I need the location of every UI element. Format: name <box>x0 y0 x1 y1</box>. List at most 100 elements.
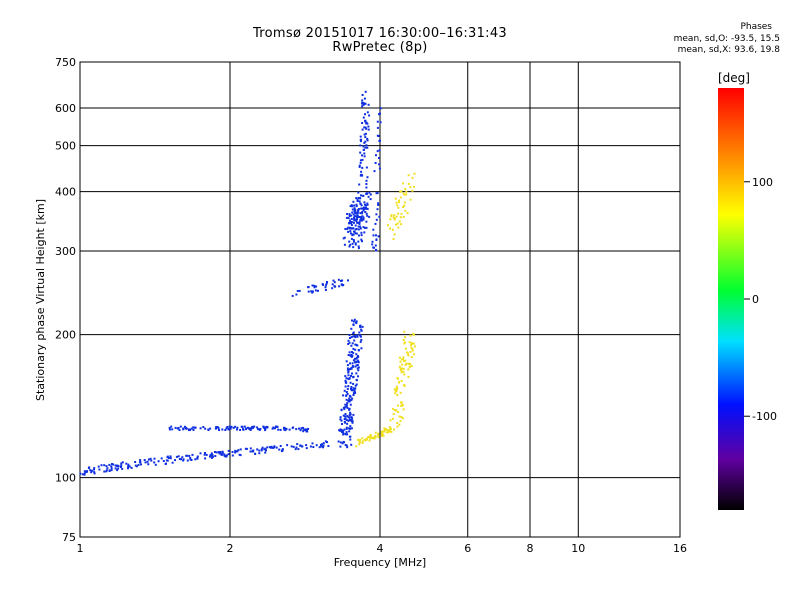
data-point <box>395 409 398 412</box>
data-point <box>190 427 193 430</box>
data-point <box>265 449 267 452</box>
data-point <box>342 406 345 409</box>
data-point <box>344 403 347 406</box>
data-point <box>105 465 108 468</box>
data-point <box>366 139 369 142</box>
data-point <box>249 429 252 431</box>
data-point <box>352 331 355 334</box>
data-point <box>150 459 153 462</box>
data-point <box>398 415 401 418</box>
data-point <box>396 377 399 380</box>
data-point <box>400 369 403 372</box>
data-point <box>399 420 402 423</box>
data-point <box>313 286 316 289</box>
data-point <box>351 319 353 322</box>
data-point <box>345 431 348 434</box>
data-point <box>349 362 351 365</box>
data-point <box>349 368 351 371</box>
data-point <box>364 113 366 116</box>
data-point <box>361 212 364 215</box>
data-point <box>281 448 284 451</box>
data-point <box>350 389 353 392</box>
data-point <box>402 206 405 208</box>
data-point <box>351 208 354 211</box>
data-point <box>347 416 350 419</box>
data-point <box>358 165 361 168</box>
data-point <box>219 451 222 453</box>
data-point <box>395 215 398 218</box>
data-point <box>320 443 322 446</box>
data-point <box>352 387 355 390</box>
data-point <box>174 426 177 429</box>
data-point <box>348 430 351 433</box>
data-point <box>360 204 363 207</box>
data-point <box>146 460 149 463</box>
data-point <box>377 436 380 438</box>
data-point <box>393 388 396 391</box>
data-point <box>345 394 348 397</box>
data-point <box>365 144 368 147</box>
data-point <box>353 357 356 360</box>
data-point <box>138 461 141 464</box>
data-point <box>350 222 352 225</box>
data-point <box>196 457 199 460</box>
data-point <box>264 428 267 431</box>
data-point <box>296 290 299 292</box>
data-point <box>361 207 364 210</box>
data-point <box>402 408 405 411</box>
data-point <box>387 224 389 227</box>
data-point <box>356 355 359 357</box>
data-point <box>232 426 235 429</box>
data-point <box>312 446 315 448</box>
data-point <box>365 122 368 125</box>
data-point <box>361 128 364 131</box>
data-point <box>372 228 375 231</box>
data-point <box>392 216 395 219</box>
data-point <box>353 230 355 233</box>
data-point <box>322 442 325 445</box>
data-point <box>396 204 399 207</box>
chart-subtitle: RwPretec (8p) <box>332 40 428 55</box>
data-point <box>350 388 352 390</box>
data-point <box>350 336 353 339</box>
data-point <box>166 459 169 462</box>
data-point <box>143 459 146 461</box>
data-point <box>411 342 413 345</box>
data-point <box>367 195 370 198</box>
data-point <box>356 217 359 220</box>
data-point <box>368 215 371 218</box>
data-point <box>370 436 373 439</box>
data-point <box>355 212 358 215</box>
data-point <box>358 331 361 334</box>
data-point <box>331 287 334 290</box>
data-point <box>347 279 349 282</box>
data-point <box>377 434 380 437</box>
data-point <box>362 208 365 211</box>
data-point <box>355 232 358 235</box>
data-point <box>337 278 340 281</box>
data-point <box>403 193 406 196</box>
data-point <box>347 354 350 356</box>
data-point <box>376 150 379 153</box>
data-point <box>363 206 365 209</box>
data-point <box>345 391 348 393</box>
data-point <box>390 214 393 217</box>
stats-x-mode: mean, sd,X: 93.6, 19.8 <box>677 45 780 55</box>
data-point <box>375 249 377 252</box>
data-point <box>404 209 407 212</box>
data-point <box>343 420 346 423</box>
data-point <box>408 341 411 344</box>
data-point <box>364 438 367 441</box>
data-point <box>363 133 366 136</box>
data-point <box>359 219 362 222</box>
data-point <box>357 208 360 210</box>
data-point <box>391 417 394 420</box>
data-point <box>120 466 122 468</box>
data-point <box>390 427 392 430</box>
data-point <box>149 457 152 460</box>
data-point <box>231 454 234 457</box>
data-point <box>211 454 214 457</box>
data-point <box>186 459 189 462</box>
data-point <box>358 234 360 237</box>
data-point <box>360 170 363 173</box>
